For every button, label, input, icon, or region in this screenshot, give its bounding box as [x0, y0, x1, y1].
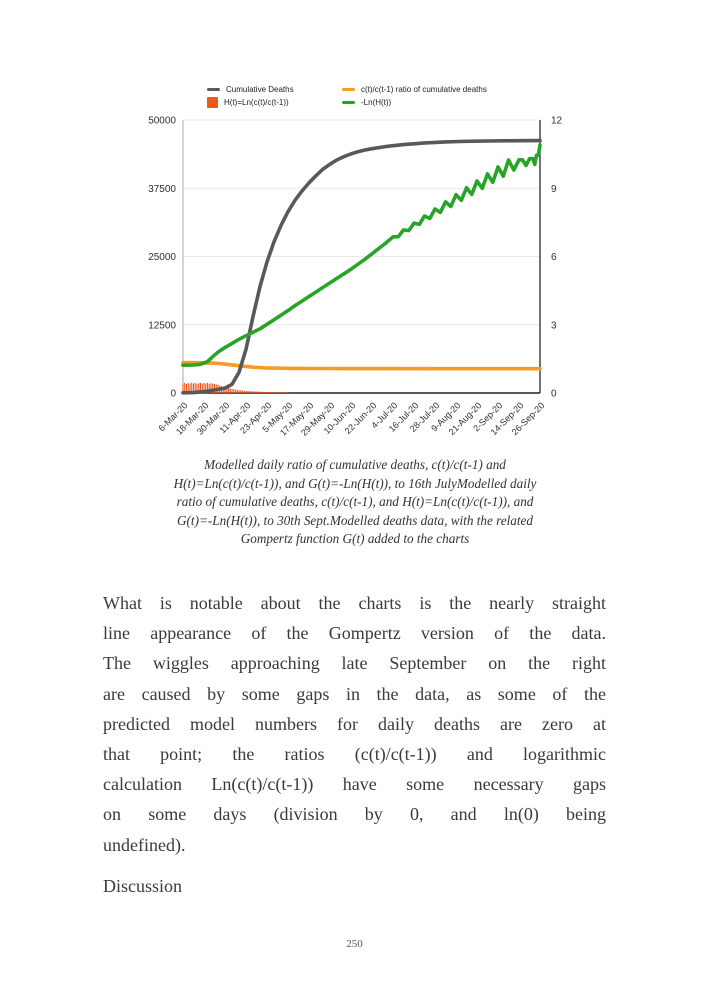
legend-label: c(t)/c(t-1) ratio of cumulative deaths [361, 84, 487, 94]
legend-item-ratio: c(t)/c(t-1) ratio of cumulative deaths [342, 83, 487, 95]
body-line: predicted model numbers for daily deaths… [103, 713, 606, 734]
square-marker-icon [207, 96, 218, 108]
svg-text:9: 9 [551, 184, 557, 195]
svg-text:25000: 25000 [148, 252, 176, 263]
svg-text:0: 0 [551, 389, 557, 400]
body-paragraph: What is notable about the charts is the … [103, 588, 606, 860]
svg-text:12500: 12500 [148, 320, 176, 331]
legend-item-cumulative-deaths: Cumulative Deaths [207, 83, 342, 95]
body-line: The wiggles approaching late September o… [103, 653, 606, 674]
section-heading: Discussion [103, 876, 183, 896]
svg-text:0: 0 [170, 389, 176, 400]
svg-text:37500: 37500 [148, 184, 176, 195]
legend-label: H(t)=Ln(c(t)/c(t-1)) [224, 97, 289, 107]
line-marker-icon [342, 87, 355, 91]
line-marker-icon [207, 87, 220, 91]
figure-caption-line: G(t)=-Ln(H(t)), to 30th Sept.Modelled de… [177, 512, 533, 528]
figure-caption-line: H(t)=Ln(c(t)/c(t-1)), and G(t)=-Ln(H(t))… [173, 475, 537, 491]
body-line: calculation Ln(c(t)/c(t-1)) have some ne… [103, 774, 606, 795]
body-line: are caused by some gaps in the data, as … [103, 683, 606, 704]
body-line: What is notable about the charts is the … [103, 593, 606, 613]
chart-legend: Cumulative Deaths c(t)/c(t-1) ratio of c… [207, 83, 487, 108]
body-line: line appearance of the Gompertz version … [103, 623, 606, 644]
body-line: that point; the ratios (c(t)/c(t-1)) and… [103, 744, 606, 765]
legend-label: Cumulative Deaths [226, 84, 294, 94]
line-marker-icon [342, 100, 355, 104]
gompertz-deaths-chart: 0125002500037500500000369126-Mar-2018-Ma… [148, 116, 563, 438]
svg-text:3: 3 [551, 320, 557, 331]
figure-caption-line: Gompertz function G(t) added to the char… [240, 531, 470, 546]
body-line: undefined). [103, 834, 186, 855]
page-number: 250 [346, 938, 363, 950]
figure-caption-line: Modelled daily ratio of cumulative death… [204, 457, 506, 472]
svg-text:12: 12 [551, 116, 563, 127]
legend-item-neg-ln-h: -Ln(H(t)) [342, 96, 487, 108]
svg-text:50000: 50000 [148, 116, 176, 127]
body-line: on some days (division by 0, and ln(0) b… [103, 804, 606, 825]
figure-caption: Modelled daily ratio of cumulative death… [139, 456, 571, 549]
legend-item-h-function: H(t)=Ln(c(t)/c(t-1)) [207, 96, 342, 108]
figure-caption-line: ratio of cumulative deaths, c(t)/c(t-1),… [176, 494, 534, 509]
legend-label: -Ln(H(t)) [361, 97, 392, 107]
svg-text:6: 6 [551, 252, 557, 263]
